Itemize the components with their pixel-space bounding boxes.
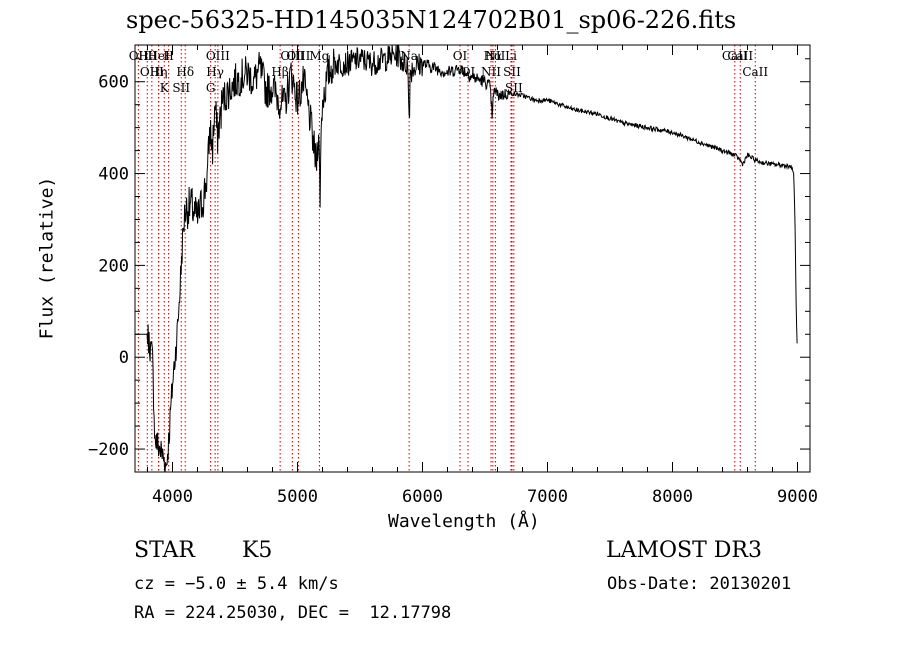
spectral-line-label: OIII <box>140 65 164 79</box>
spectral-line-label: CaII <box>727 49 753 63</box>
x-tick-label: 6000 <box>402 487 443 507</box>
spectral-line-label: OIII <box>206 49 230 63</box>
spectral-line-label: NII <box>481 65 501 79</box>
spectral-line-label: Hβ <box>271 65 288 79</box>
plot-frame <box>134 44 811 473</box>
survey-name: LAMOST DR3 <box>606 538 762 563</box>
spectral-line-markers <box>137 45 756 472</box>
y-tick-label: 400 <box>98 165 129 185</box>
axes: 4000 5000 6000 7000 8000 9000 −200 0 200 400 600 <box>88 44 818 507</box>
observation-date: Obs-Date: 20130201 <box>607 574 792 594</box>
spectrum-series <box>135 44 798 473</box>
x-tick-label: 4000 <box>152 487 193 507</box>
coordinates: RA = 224.25030, DEC = 12.17798 <box>134 603 452 623</box>
spectral-line-label: SII <box>505 81 523 95</box>
spectral-line-label: Li <box>505 49 517 63</box>
spectral-line-label: OII <box>129 49 149 63</box>
spectral-line-label: H <box>163 49 173 63</box>
spectral-line-label: Hα <box>484 49 503 63</box>
y-tick-label: −200 <box>88 440 129 460</box>
spectral-line-label: Na <box>400 49 418 63</box>
spectral-line-label: SII <box>503 65 521 79</box>
x-tick-label: 7000 <box>527 487 568 507</box>
x-axis-label: Wavelength (Å) <box>388 511 540 532</box>
spectral-line-label: NII <box>485 49 505 63</box>
x-tick-label: 9000 <box>777 487 818 507</box>
object-subclass: K5 <box>242 538 273 563</box>
spectral-line-label: SII <box>172 81 190 95</box>
spectral-line-label: HeI <box>147 49 170 63</box>
spectral-line-label: CaII <box>722 49 748 63</box>
spectral-line-label: OIII <box>280 49 304 63</box>
y-tick-label: 600 <box>98 73 129 93</box>
x-tick-label: 5000 <box>277 487 318 507</box>
y-axis-label: Flux (relative) <box>36 176 58 340</box>
spectral-line-label: Mg <box>309 49 329 63</box>
object-class: STAR <box>134 538 195 563</box>
spectral-line-label: Hδ <box>176 65 194 79</box>
spectral-line-label: OI <box>461 65 476 79</box>
spectral-line-label: OIII <box>286 49 310 63</box>
redshift-info: cz = −5.0 ± 5.4 km/s <box>134 574 339 594</box>
chart-title: spec-56325-HD145035N124702B01_sp06-226.f… <box>126 6 737 34</box>
spectral-line-label: Hθ <box>138 49 156 63</box>
x-tick-label: 8000 <box>652 487 693 507</box>
spectral-line-label: CaII <box>742 65 768 79</box>
spectral-line-label: Hη <box>150 65 168 79</box>
spectral-line-label: OI <box>453 49 468 63</box>
y-tick-label: 0 <box>119 348 129 368</box>
y-tick-label: 200 <box>98 256 129 276</box>
spectral-line-label: G <box>206 81 216 95</box>
spectral-line-label: Hγ <box>206 65 224 79</box>
spectral-line-labels: HθOIIOIIIKHeIHηHHδSIIOIIIHγGOIIIOIIIHβMg… <box>129 49 769 95</box>
spectral-line-label: K <box>160 81 170 95</box>
flux-line <box>135 44 798 473</box>
